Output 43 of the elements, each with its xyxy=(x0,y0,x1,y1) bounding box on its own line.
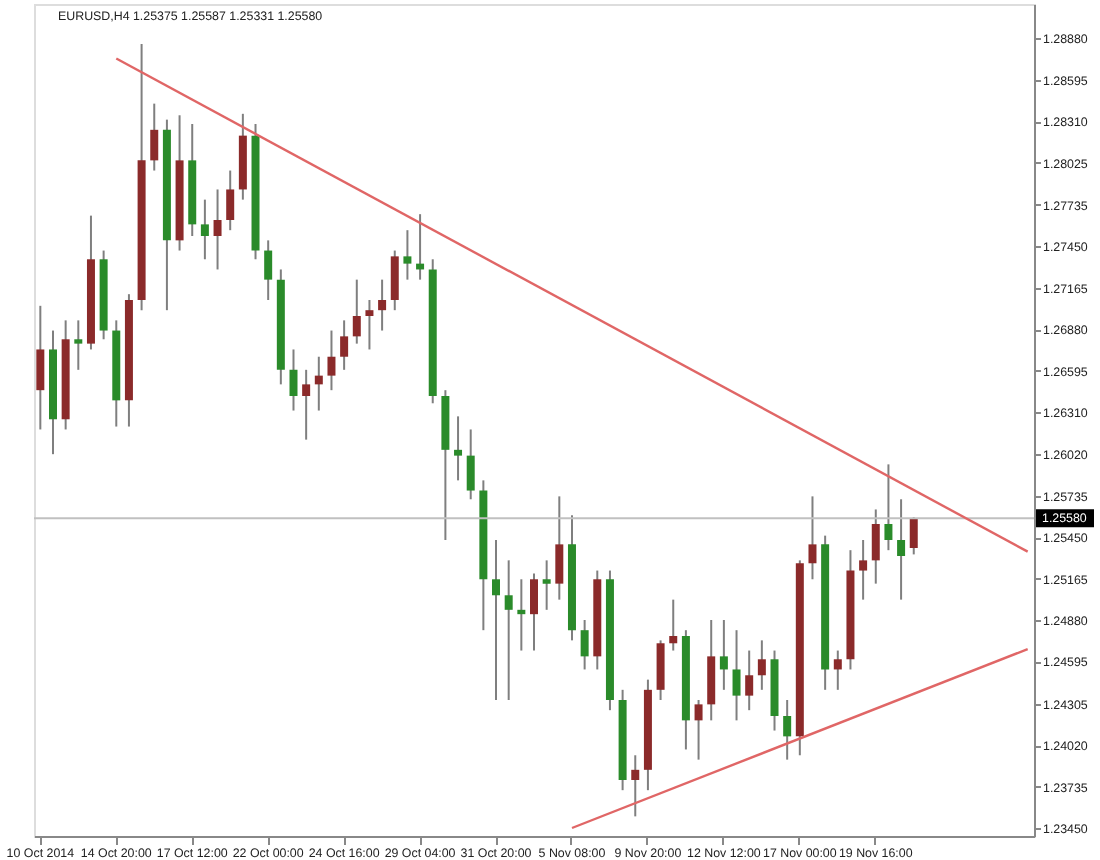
candlestick xyxy=(897,498,906,601)
candlestick xyxy=(909,516,918,556)
candlestick xyxy=(365,299,374,351)
candlestick xyxy=(833,649,842,691)
candlestick xyxy=(289,348,298,412)
candlestick xyxy=(302,368,311,441)
candlestick xyxy=(808,495,817,581)
candlestick xyxy=(530,572,538,652)
candlestick xyxy=(264,239,273,301)
candlestick xyxy=(719,619,728,691)
candlestick xyxy=(580,619,589,671)
candlestick xyxy=(466,428,475,501)
candlestick xyxy=(631,754,640,818)
candlestick xyxy=(74,319,83,371)
candlestick xyxy=(390,249,399,312)
candlestick xyxy=(783,699,792,761)
candlestick xyxy=(694,699,703,761)
candlestick xyxy=(403,229,412,281)
candlestick xyxy=(884,463,893,552)
candlestick xyxy=(327,329,336,392)
candlestick xyxy=(504,559,513,701)
candlestick xyxy=(213,188,222,271)
candlestick xyxy=(454,415,463,482)
candlestick xyxy=(757,639,766,691)
candlestick xyxy=(340,319,349,371)
candlestick xyxy=(226,169,235,232)
candlestick xyxy=(732,629,741,722)
candlestick xyxy=(36,304,45,431)
candlestick xyxy=(200,198,209,261)
candlestick xyxy=(314,355,323,412)
candlestick xyxy=(378,278,387,332)
candlestick xyxy=(150,102,159,172)
candlestick xyxy=(707,619,716,722)
candlestick xyxy=(542,559,551,611)
candlestick xyxy=(745,649,754,712)
candlestick xyxy=(871,508,880,585)
candlestick xyxy=(352,278,361,345)
candlestick xyxy=(517,578,526,652)
candlestick xyxy=(492,539,501,701)
candlestick xyxy=(859,539,868,601)
candlestick xyxy=(656,639,665,701)
candlestick xyxy=(555,495,564,601)
candlestick xyxy=(669,598,678,652)
